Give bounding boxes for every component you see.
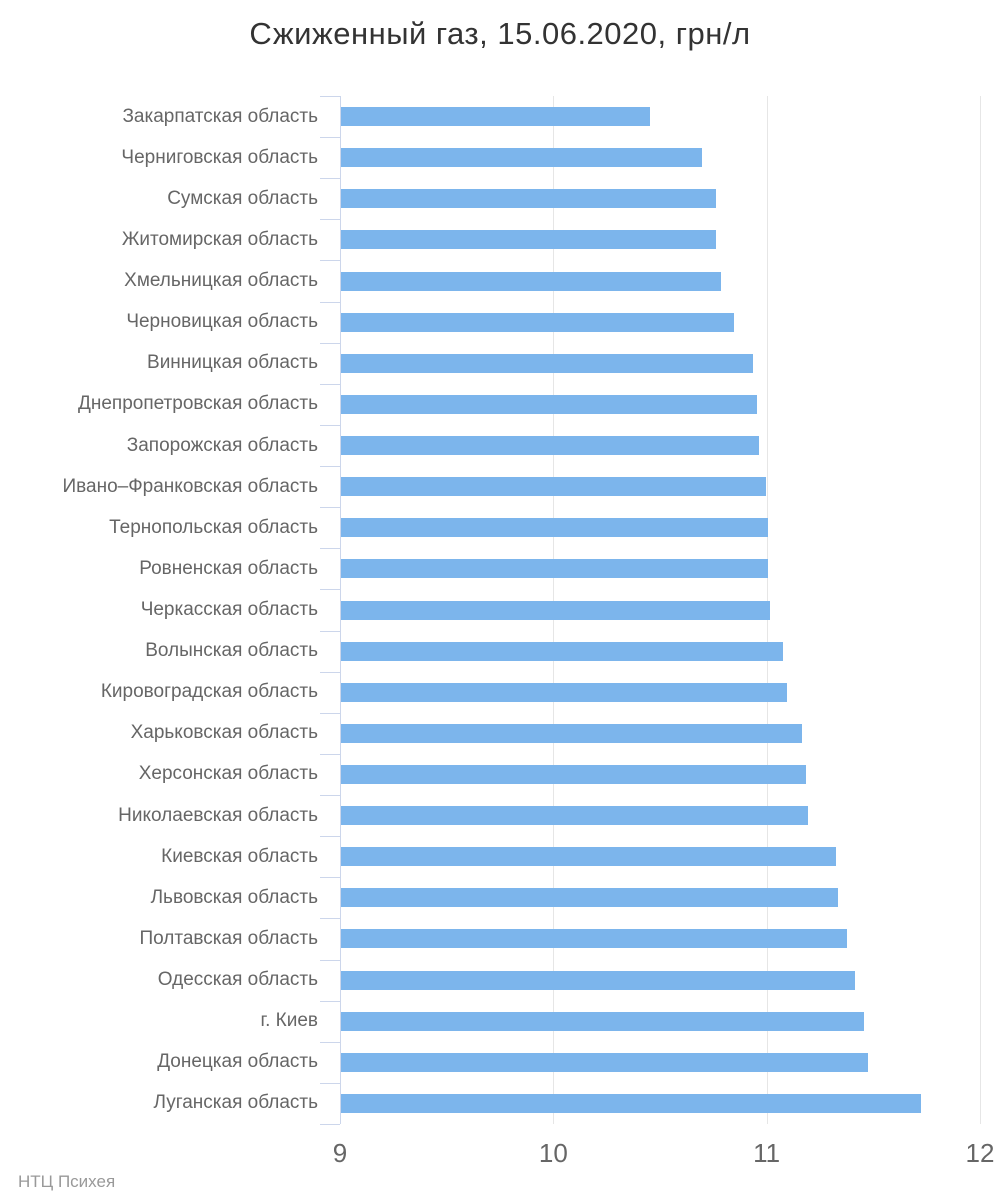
y-axis-tick: [320, 630, 340, 632]
y-axis-tick: [320, 178, 340, 180]
y-axis-tick: [320, 795, 340, 797]
bar: [341, 107, 651, 127]
bar: [341, 477, 766, 497]
y-axis-tick: [320, 671, 340, 673]
y-axis-tick: [320, 918, 340, 920]
category-label: Сумская область: [167, 187, 318, 209]
category-label: Черновицкая область: [126, 311, 318, 333]
bar: [341, 271, 721, 291]
bar: [341, 847, 836, 867]
bar: [341, 682, 787, 702]
category-label: Запорожская область: [126, 434, 318, 456]
y-axis-tick: [320, 96, 340, 97]
category-label: Николаевская область: [118, 804, 318, 826]
y-axis-tick: [320, 424, 340, 426]
category-label: Днепропетровская область: [77, 393, 318, 415]
category-label: Тернопольская область: [109, 516, 318, 538]
category-label: Одесская область: [157, 969, 318, 991]
category-label: Хмельницкая область: [124, 270, 318, 292]
y-axis-tick: [320, 1000, 340, 1002]
bar: [341, 723, 802, 743]
bar: [341, 641, 783, 661]
y-axis-tick: [320, 1082, 340, 1084]
bar: [341, 559, 768, 579]
category-label: Винницкая область: [147, 352, 318, 374]
bar: [341, 1052, 868, 1072]
y-axis-line: [340, 96, 341, 1124]
bar: [341, 600, 770, 620]
y-axis-tick: [320, 877, 340, 879]
category-label: Черниговская область: [121, 146, 318, 168]
y-axis-tick: [320, 301, 340, 303]
chart-title: Сжиженный газ, 15.06.2020, грн/л: [249, 16, 751, 51]
bar: [341, 929, 847, 949]
bar: [341, 1093, 922, 1113]
bar: [341, 436, 760, 456]
y-axis-tick: [320, 342, 340, 344]
category-label: Ивано–Франковская область: [62, 475, 319, 497]
y-axis-tick: [320, 836, 340, 838]
category-label: Кировоградская область: [100, 681, 318, 703]
y-axis-tick: [320, 507, 340, 509]
category-label: Житомирская область: [121, 228, 318, 250]
y-axis-tick: [320, 589, 340, 591]
y-axis-tick: [320, 137, 340, 139]
y-axis-tick: [320, 383, 340, 385]
x-axis-tick-label: 9: [332, 1138, 348, 1168]
category-label: Киевская область: [161, 845, 318, 867]
y-axis-tick: [320, 260, 340, 262]
category-label: г. Киев: [260, 1010, 318, 1032]
bar: [341, 189, 717, 209]
category-label: Херсонская область: [138, 763, 318, 785]
bar: [341, 970, 856, 990]
y-axis-tick: [320, 466, 340, 468]
category-label: Донецкая область: [157, 1051, 318, 1073]
category-label: Луганская область: [153, 1092, 318, 1114]
x-axis-tick-label: 12: [965, 1138, 995, 1168]
bar: [341, 888, 839, 908]
y-axis-tick: [320, 712, 340, 714]
bar: [341, 353, 753, 373]
bar: [341, 148, 702, 168]
category-label: Харьковская область: [130, 722, 318, 744]
bar: [341, 518, 768, 538]
y-axis-tick: [320, 1124, 340, 1125]
bar: [341, 764, 807, 784]
bar: [341, 312, 734, 332]
bar: [341, 806, 809, 826]
y-axis-tick: [320, 959, 340, 961]
category-label: Черкасская область: [140, 599, 318, 620]
bar: [341, 1011, 864, 1031]
y-axis-tick: [320, 219, 340, 221]
category-label: Львовская область: [150, 886, 318, 908]
credits-source-label: НТЦ Психея: [18, 1172, 116, 1191]
x-axis-tick-label: 11: [753, 1138, 781, 1168]
category-label: Закарпатская область: [122, 105, 318, 127]
bar: [341, 394, 757, 414]
y-axis-tick: [320, 753, 340, 755]
y-axis-tick: [320, 1041, 340, 1043]
x-gridline: [980, 96, 981, 1124]
category-label: Ровненская область: [139, 557, 318, 579]
x-axis-tick-label: 10: [538, 1138, 568, 1168]
category-label: Полтавская область: [139, 927, 318, 949]
category-label: Волынская область: [145, 640, 318, 662]
y-axis-tick: [320, 548, 340, 550]
bar: [341, 230, 717, 250]
